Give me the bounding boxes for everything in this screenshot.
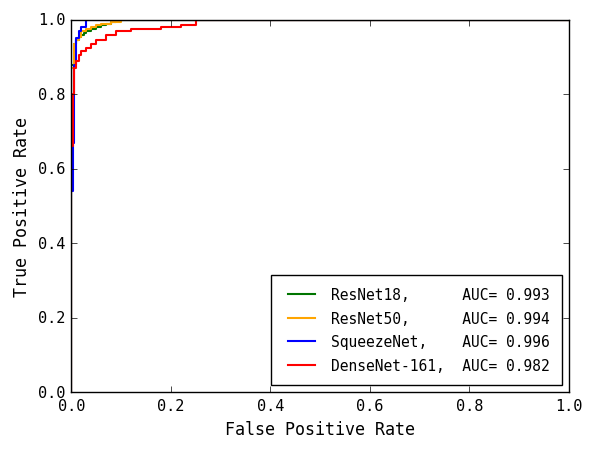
Y-axis label: True Positive Rate: True Positive Rate <box>13 117 32 296</box>
Legend: ResNet18,      AUC= 0.993, ResNet50,      AUC= 0.994, SqueezeNet,    AUC= 0.996,: ResNet18, AUC= 0.993, ResNet50, AUC= 0.9… <box>272 276 561 385</box>
X-axis label: False Positive Rate: False Positive Rate <box>225 420 415 438</box>
